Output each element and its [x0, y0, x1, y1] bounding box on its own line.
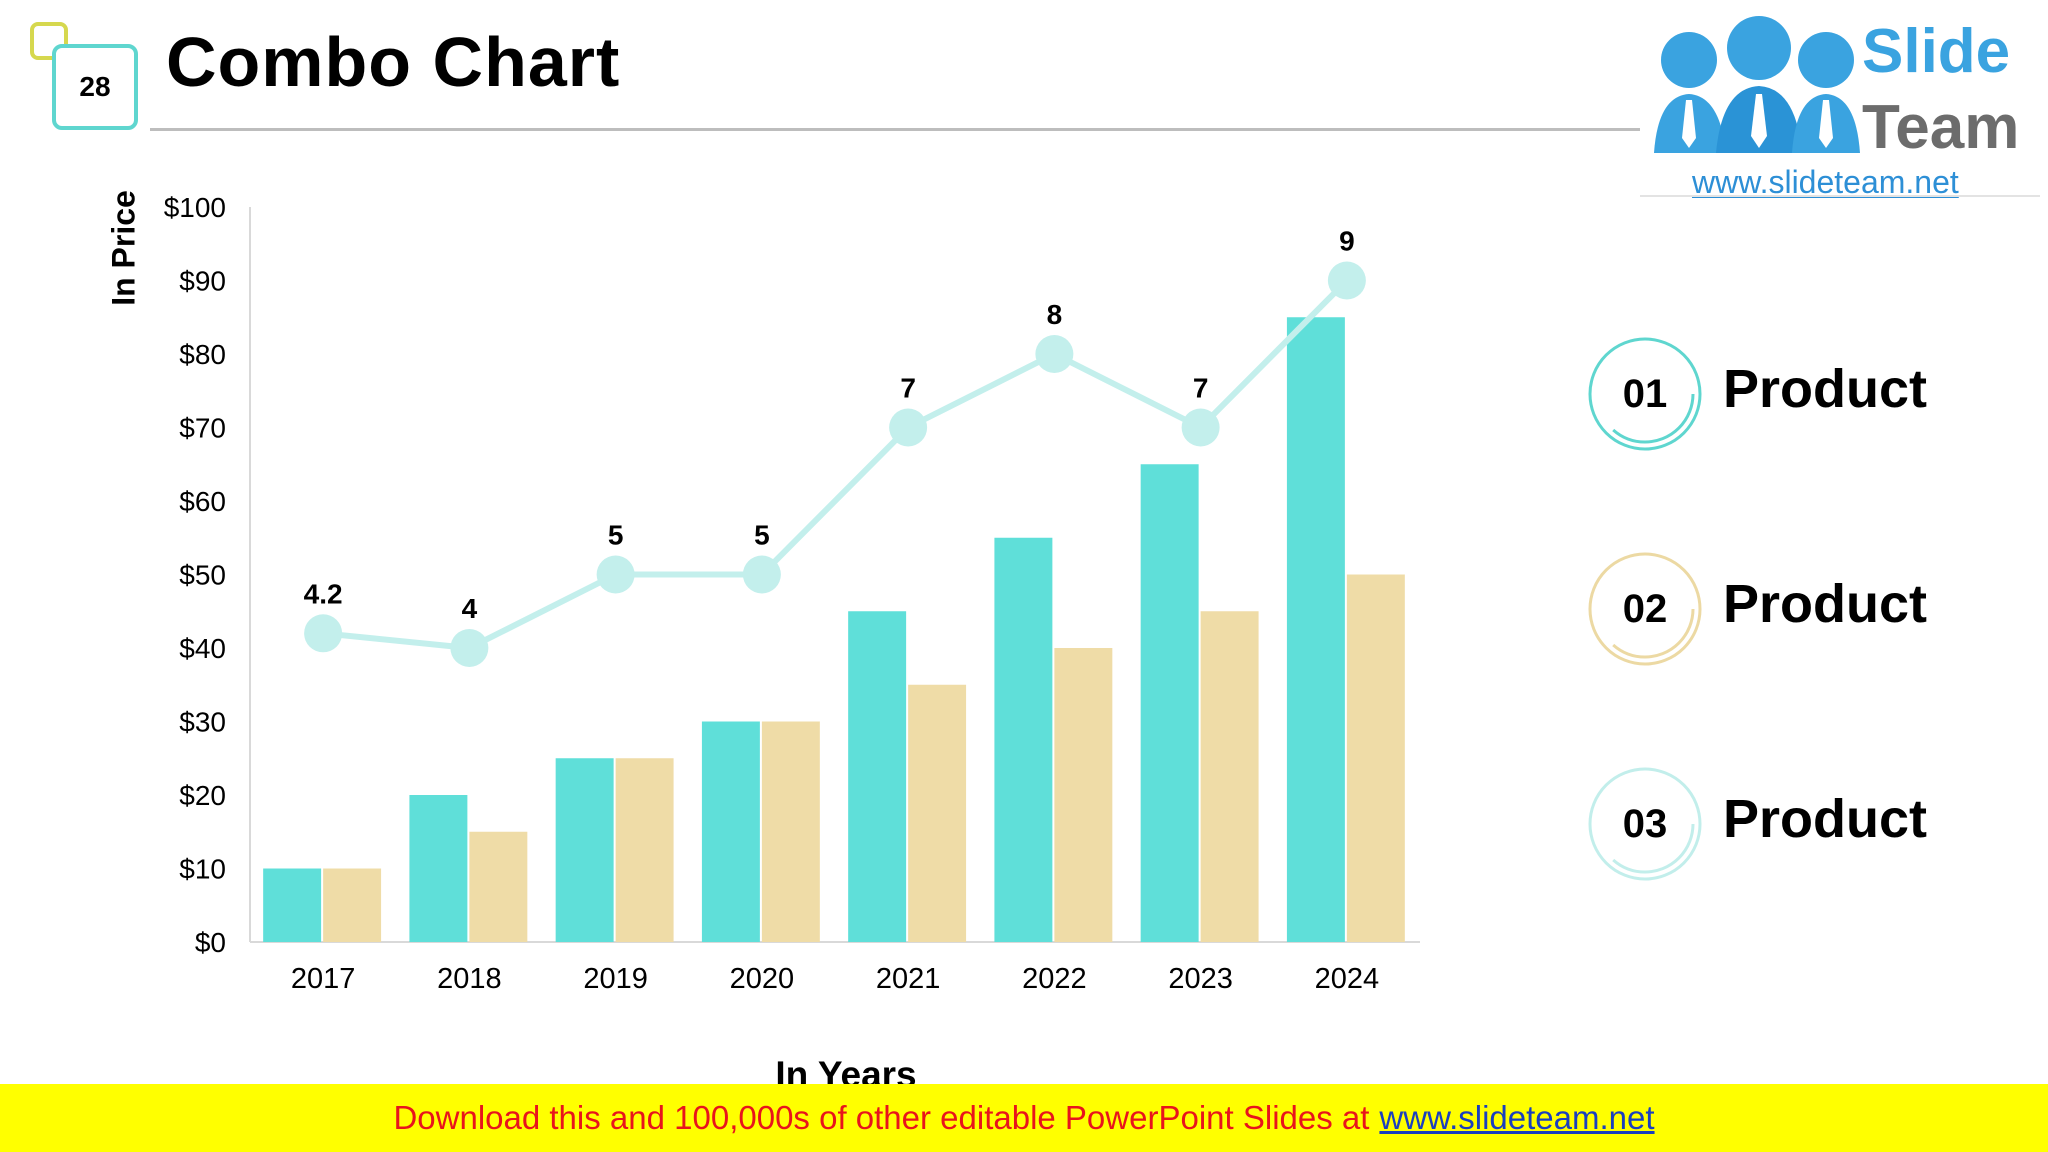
footer-text: Download this and 100,000s of other edit… [393, 1099, 1370, 1136]
logo-text-slide: Slide [1862, 17, 2011, 86]
data-label: 5 [754, 520, 770, 551]
bar-2-2024 [1346, 574, 1405, 942]
legend-number: 02 [1622, 586, 1668, 631]
y-tick-label: $80 [179, 339, 226, 370]
data-label: 5 [608, 520, 624, 551]
legend-label: Product [1723, 574, 1928, 634]
y-tick-label: $10 [179, 854, 226, 885]
y-tick-label: $100 [164, 192, 226, 223]
bar-2-2017 [323, 868, 382, 942]
bar-2-2018 [469, 831, 528, 942]
y-tick-label: $30 [179, 707, 226, 738]
bar-2-2023 [1200, 611, 1259, 942]
legend-number: 03 [1622, 801, 1668, 846]
line-series-path [322, 278, 1350, 652]
legend-ring-03-icon [1588, 767, 1702, 881]
logo-url-link[interactable]: www.slideteam.net [1692, 164, 1959, 200]
bar-2-2022 [1054, 648, 1113, 942]
slide-number-badge: 28 [30, 22, 140, 132]
badge-accent-square [30, 22, 68, 60]
x-tick-label: 2022 [1022, 963, 1087, 995]
bar-2-2021 [908, 684, 967, 942]
line-point-2022 [1035, 335, 1074, 373]
line-point-2021 [889, 408, 928, 447]
logo-divider [1640, 195, 2040, 197]
x-tick-label: 2024 [1315, 963, 1380, 995]
line-point-2020 [742, 555, 781, 594]
line-point-2018 [450, 629, 489, 667]
legend-item-01: 01 Product [1585, 334, 2045, 454]
slide-number: 28 [52, 44, 138, 130]
x-tick-label: 2018 [437, 963, 502, 995]
legend-item-03: 03 Product [1585, 764, 2045, 884]
y-tick-label: $20 [179, 780, 226, 811]
legend-label: Product [1723, 789, 1928, 849]
data-label: 4.2 [304, 578, 343, 609]
legend-number: 01 [1622, 371, 1668, 416]
legend-label: Product [1723, 359, 1928, 419]
bar-1-2019 [555, 758, 614, 942]
bar-2-2020 [761, 721, 820, 942]
bar-2-2019 [615, 758, 674, 942]
combo-chart: $0 $10 $20 $30 $40 $50 $60 $70 $80 $90 $100 2017 201… [164, 192, 1420, 995]
y-tick-label: $0 [195, 927, 226, 958]
x-tick-label: 2017 [291, 963, 356, 995]
title-divider [150, 128, 1640, 131]
data-label: 9 [1339, 226, 1355, 257]
y-tick-label: $70 [179, 413, 226, 444]
legend-ring-01-icon [1588, 337, 1702, 451]
y-tick-label: $90 [179, 266, 226, 297]
line-point-2023 [1181, 408, 1220, 447]
footer-banner: Download this and 100,000s of other edit… [0, 1084, 2048, 1152]
legend-ring-02-icon [1588, 552, 1702, 666]
page-title: Combo Chart [166, 23, 621, 101]
bar-1-2023 [1140, 464, 1199, 942]
line-point-2019 [596, 555, 635, 594]
line-point-2024 [1327, 261, 1366, 300]
legend-item-02: 02 Product [1585, 549, 2045, 669]
bar-1-2021 [848, 611, 907, 942]
y-tick-label: $40 [179, 633, 226, 664]
people-logo-icon [1654, 16, 1860, 153]
logo-text-team: Team [1862, 93, 2020, 162]
y-tick-label: $50 [179, 560, 226, 591]
data-label: 4 [462, 593, 478, 624]
line-point-2017 [304, 614, 343, 653]
x-tick-label: 2021 [876, 963, 941, 995]
slideteam-logo: Slide Team www.slideteam.net [1640, 0, 2048, 200]
bar-1-2024 [1286, 317, 1345, 942]
data-label: 7 [900, 373, 916, 404]
x-tick-label: 2019 [583, 963, 648, 995]
bar-1-2020 [701, 721, 760, 942]
data-label: 7 [1193, 373, 1209, 404]
x-tick-label: 2023 [1168, 963, 1233, 995]
footer-link[interactable]: www.slideteam.net [1379, 1099, 1655, 1136]
x-tick-label: 2020 [730, 963, 795, 995]
y-tick-label: $60 [179, 486, 226, 517]
bar-1-2018 [409, 795, 468, 942]
bar-1-2022 [994, 537, 1053, 942]
data-label: 8 [1047, 299, 1063, 330]
bar-1-2017 [263, 868, 322, 942]
